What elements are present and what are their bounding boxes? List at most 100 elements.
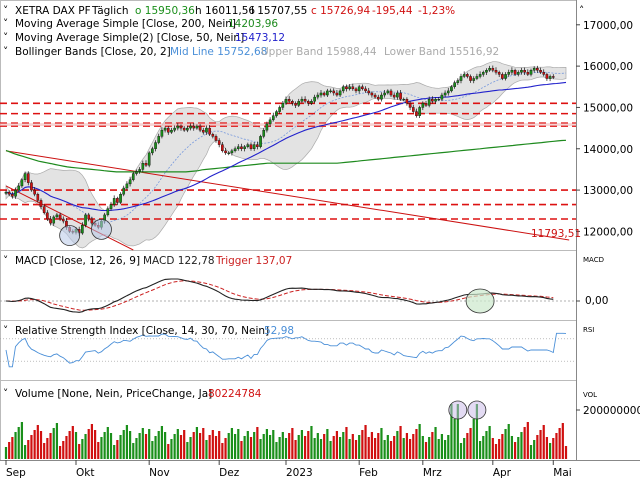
volume-bar — [342, 432, 345, 459]
candle-body — [278, 107, 281, 112]
volume-bar — [552, 438, 555, 459]
frame-layer — [0, 0, 640, 461]
volume-bar — [424, 442, 428, 459]
volume-bar — [87, 429, 90, 459]
candle-body — [313, 96, 316, 102]
candle — [542, 69, 546, 77]
volume-bar — [58, 446, 62, 459]
candle-body — [545, 74, 549, 79]
volume-bar — [310, 426, 313, 459]
candle — [373, 93, 377, 99]
candle-body — [399, 92, 402, 100]
candle-body — [128, 179, 132, 185]
candle — [271, 112, 275, 122]
volume-bar — [160, 426, 164, 459]
collapse-icon[interactable]: ˄ — [579, 5, 584, 17]
candle-body — [287, 98, 291, 102]
candle — [322, 91, 326, 97]
candle-body — [170, 129, 173, 133]
candle-body — [504, 74, 507, 79]
candle — [243, 145, 246, 152]
macd-header: ˅ MACD [Close, 12, 26, 9] MACD 122,78 Tr… — [3, 255, 608, 307]
candle-body — [421, 103, 425, 108]
candle-body — [192, 125, 196, 129]
highlight-circle-marker — [467, 400, 487, 420]
chevron-down-icon[interactable]: ˅ — [3, 255, 8, 267]
volume-bar — [510, 436, 514, 459]
volume-panel[interactable] — [4, 400, 580, 459]
volume-bar — [189, 437, 192, 459]
candle-body — [456, 80, 460, 83]
candle — [370, 91, 374, 98]
chevron-down-icon[interactable]: ˅ — [3, 5, 8, 17]
volume-bar — [504, 429, 507, 459]
volume-bar — [78, 444, 81, 459]
candle-body — [211, 134, 215, 137]
chevron-down-icon[interactable]: ˅ — [3, 388, 8, 400]
candle — [316, 92, 320, 100]
candle — [383, 90, 386, 98]
candle — [411, 104, 415, 114]
rsi-panel[interactable] — [0, 332, 576, 368]
volume-bar — [536, 435, 539, 459]
volume-bar — [265, 429, 269, 459]
volume-bar — [548, 443, 552, 459]
candle-body — [246, 144, 250, 147]
volume-bar — [542, 425, 545, 459]
volume-bar — [463, 438, 466, 459]
volume-bar — [396, 431, 399, 459]
candle-body — [338, 90, 342, 96]
candle-body — [351, 86, 355, 90]
candle — [421, 101, 425, 111]
macd-panel[interactable] — [0, 278, 580, 314]
candle — [26, 171, 30, 186]
volume-bar — [65, 436, 68, 459]
candle-body — [256, 144, 259, 147]
bb-lower-value: Lower Band 15516,92 — [384, 46, 499, 58]
price-panel[interactable] — [0, 0, 576, 251]
candle-body — [348, 86, 351, 90]
candle-body — [475, 76, 479, 79]
volume-bar — [4, 447, 8, 459]
candle — [294, 101, 297, 109]
chevron-down-icon[interactable]: ˅ — [3, 18, 8, 30]
candle — [61, 216, 65, 224]
candle — [179, 124, 183, 131]
volume-bar — [8, 442, 11, 459]
volume-bar — [291, 428, 294, 459]
volume-bar — [358, 435, 361, 459]
volume-bar — [453, 419, 456, 459]
chevron-down-icon[interactable]: ˅ — [3, 46, 8, 58]
volume-bar — [351, 434, 354, 459]
candle — [313, 94, 316, 104]
volume-bar — [529, 445, 533, 459]
candle-body — [440, 94, 444, 100]
chevron-down-icon[interactable]: ˅ — [3, 32, 8, 44]
candle-body — [539, 70, 542, 73]
volume-bar — [27, 440, 30, 459]
candle-body — [49, 218, 52, 224]
candle-body — [418, 107, 421, 116]
candle-body — [61, 218, 65, 222]
candle-body — [268, 119, 272, 125]
low-value: l 15707,55 — [251, 5, 307, 17]
highlight-circle-marker — [59, 225, 81, 246]
volume-bar — [173, 434, 176, 459]
candle-body — [284, 98, 288, 104]
bb-upper-value: Upper Band 15988,44 — [261, 46, 377, 58]
volume-bar — [323, 434, 326, 459]
volume-bar — [501, 434, 504, 459]
candle — [186, 125, 189, 133]
chevron-down-icon[interactable]: ˅ — [3, 325, 8, 337]
candle-body — [224, 150, 227, 154]
candle — [144, 160, 148, 167]
volume-bar — [151, 441, 154, 459]
candle — [354, 87, 358, 94]
time-tick-label: Mai — [553, 467, 571, 479]
downtrend-line-lower — [5, 185, 134, 251]
candle — [310, 99, 313, 105]
volume-bar — [459, 443, 463, 459]
candle-body — [259, 136, 262, 147]
volume-bar — [533, 440, 536, 459]
candle — [389, 88, 393, 98]
